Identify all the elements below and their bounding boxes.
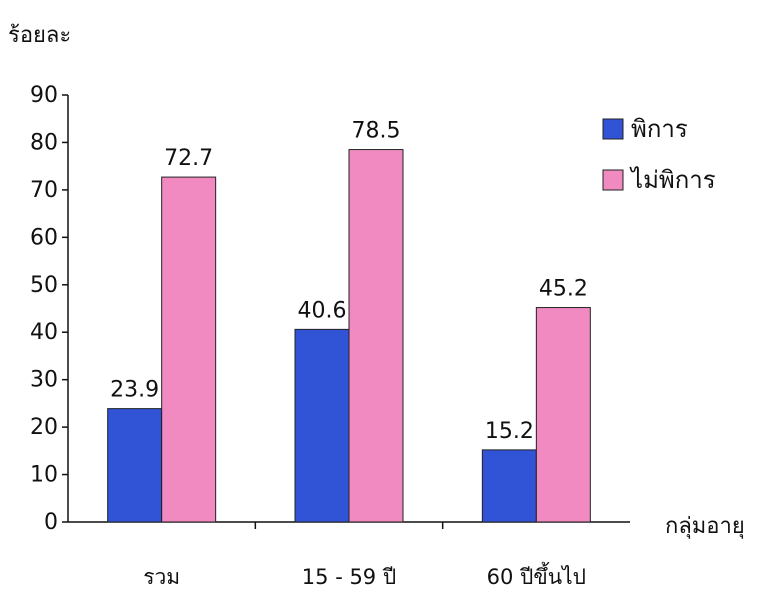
bar-0-1 [294,328,350,523]
y-tick-label-5: 50 [30,273,58,298]
category-label-1: 15 - 59 ปี [302,565,396,589]
y-tick-label-3: 30 [30,368,58,393]
y-tick-label-9: 90 [30,83,58,108]
bar-0-2 [481,449,537,523]
y-tick-label-6: 60 [30,225,58,250]
value-label-0-2: 15.2 [485,419,534,444]
value-label-1-0: 72.7 [164,146,213,171]
y-tick-label-1: 10 [30,463,58,488]
x-axis-title: กลุ่มอายุ [665,514,745,539]
category-label-2: 60 ปีขึ้นไป [487,562,586,589]
y-tick-label-0: 0 [44,510,58,535]
value-label-0-0: 23.9 [110,378,159,403]
bar-1-2 [535,307,591,523]
y-axis-title: ร้อยละ [8,23,71,48]
category-label-0: รวม [143,565,180,589]
legend-label-0: พิการ [631,115,688,143]
bar-1-0 [161,176,217,523]
bar-0-0 [107,408,163,523]
legend-label-1: ไม่พิการ [629,166,716,194]
y-tick-label-8: 80 [30,130,58,155]
y-tick-label-7: 70 [30,178,58,203]
value-label-0-1: 40.6 [298,298,347,323]
legend-swatch-0 [602,118,624,140]
bar-1-1 [348,149,404,523]
y-tick-label-2: 20 [30,415,58,440]
y-tick-label-4: 40 [30,320,58,345]
value-label-1-2: 45.2 [539,277,588,302]
value-label-1-1: 78.5 [352,119,401,144]
legend-swatch-1 [602,169,624,191]
